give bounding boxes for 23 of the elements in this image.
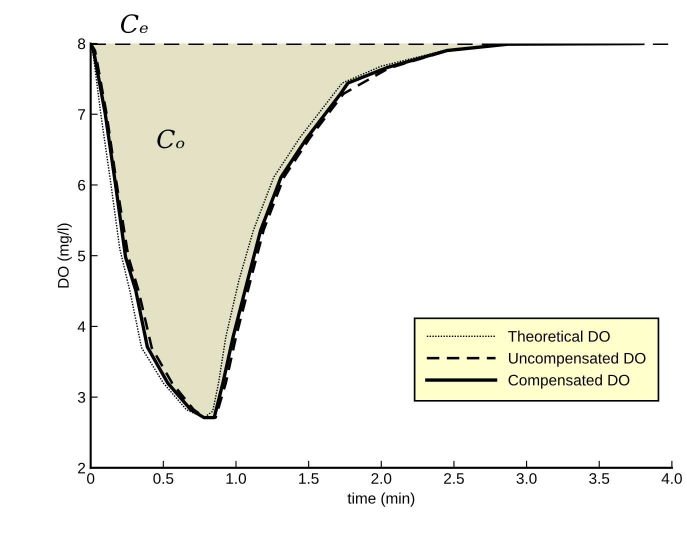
y-axis-title: DO (mg/l)	[58, 224, 72, 288]
legend-label: Compensated DO	[508, 374, 630, 389]
legend-label: Theoretical DO	[508, 330, 610, 342]
annotation: Cₒ	[157, 129, 184, 148]
y-tick-label: 3	[78, 392, 86, 403]
x-tick-label: 0.5	[153, 473, 174, 484]
y-tick-label: 4	[78, 321, 86, 332]
ref-line-label: Cₑ	[121, 14, 148, 34]
y-tick-label: 8	[78, 38, 86, 50]
x-tick-label: 3.5	[589, 473, 610, 484]
x-tick-label: 4.0	[662, 473, 682, 484]
x-tick-label: 0	[87, 473, 94, 484]
y-tick-label: 7	[78, 109, 86, 120]
y-tick-label: 2	[78, 462, 86, 474]
y-tick-label: 6	[78, 180, 86, 191]
x-tick-label: 1.0	[226, 473, 246, 484]
x-tick-label: 3.0	[516, 473, 537, 484]
x-axis-title: time (min)	[348, 492, 414, 507]
legend-label: Uncompensated DO	[508, 352, 646, 367]
x-tick-label: 2.0	[371, 473, 392, 484]
x-tick-label: 2.5	[444, 473, 464, 484]
y-tick-label: 5	[78, 250, 86, 262]
x-tick-label: 1.5	[299, 473, 319, 484]
